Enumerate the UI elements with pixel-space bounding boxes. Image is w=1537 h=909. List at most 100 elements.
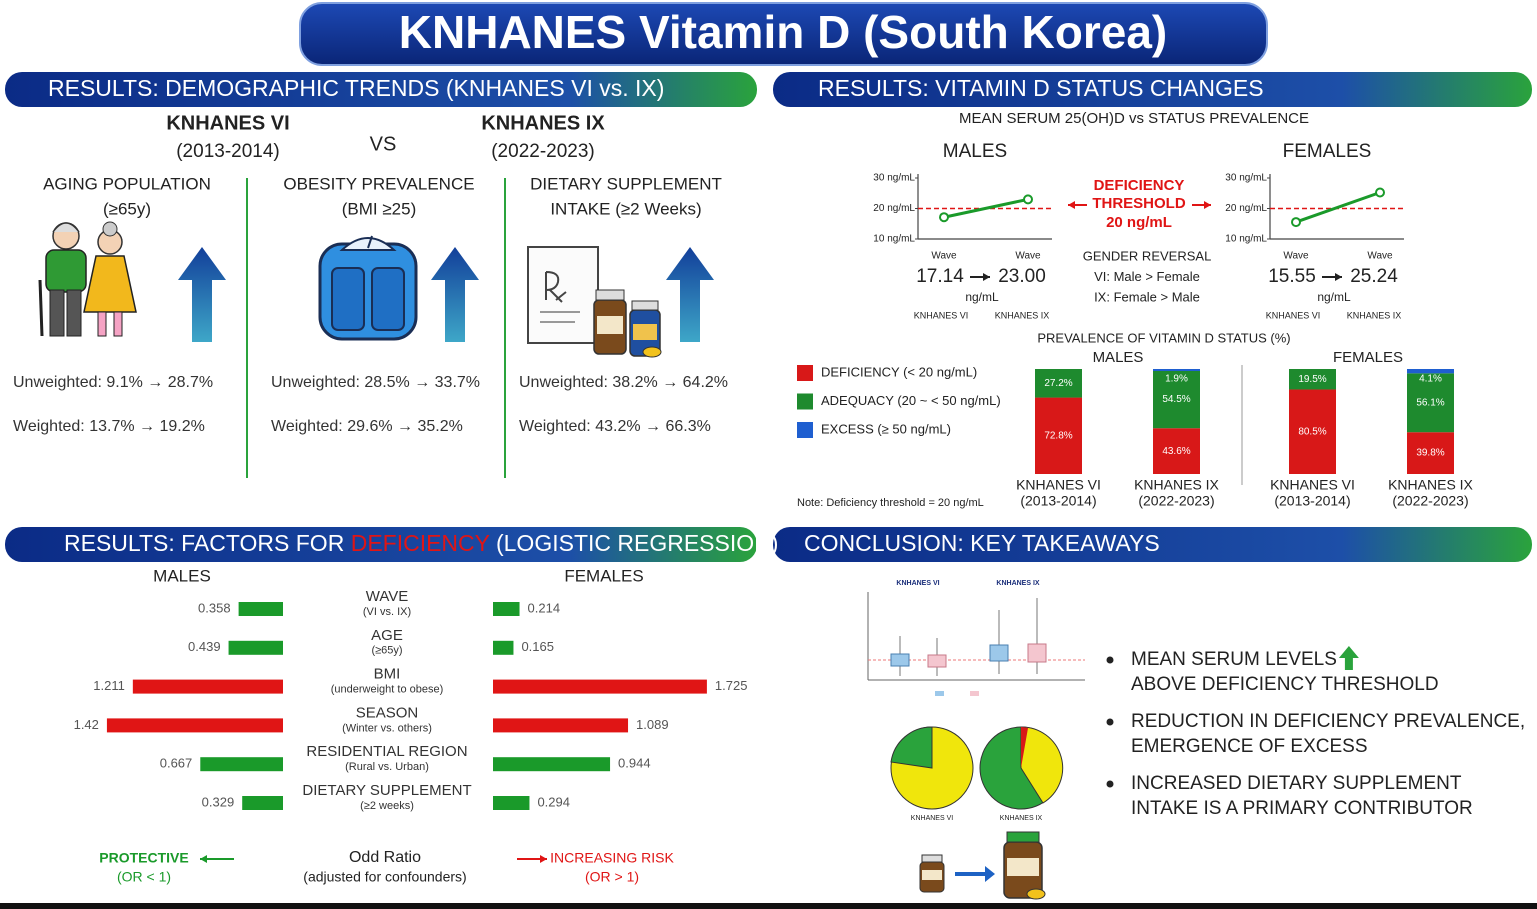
mean-value: 15.55 — [1268, 266, 1316, 287]
figure-label: KNHANES IX — [1000, 815, 1043, 822]
legend-label: EXCESS (≥ 50 ng/mL) — [821, 421, 951, 436]
bar-label: KNHANES VI — [1016, 477, 1101, 493]
section-banner — [773, 527, 1532, 562]
arrow — [200, 855, 207, 863]
supplement-icon — [1026, 888, 1046, 900]
factor-detail: (Winter vs. others) — [342, 722, 432, 734]
legend-label: ADEQUACY (20 ~ < 50 ng/mL) — [821, 393, 1001, 408]
threshold-title: THRESHOLD — [1092, 195, 1186, 212]
y-tick-label: 10 ng/mL — [873, 234, 915, 245]
odds-value: 0.358 — [198, 600, 231, 615]
elderly-icon — [38, 221, 137, 337]
stacked-segment — [1035, 369, 1082, 398]
prescription-icon — [595, 289, 625, 301]
supplement-icon — [1007, 858, 1039, 876]
stacked-segment — [1153, 370, 1200, 429]
chart-title: FEMALES — [1283, 141, 1372, 162]
mean-line — [943, 197, 1029, 219]
wave-name: KNHANES VI — [914, 310, 969, 320]
stacked-segment — [1289, 389, 1336, 474]
bullet — [1106, 780, 1114, 788]
factor-detail: (Rural vs. Urban) — [345, 761, 429, 773]
takeaway: INCREASED DIETARY SUPPLEMENT — [1131, 773, 1462, 794]
bottom-rule — [0, 903, 1537, 909]
elderly-icon — [102, 221, 118, 237]
odds-bar — [493, 718, 629, 733]
bullet — [1106, 656, 1114, 664]
takeaway: MEAN SERUM LEVELS — [1131, 649, 1337, 670]
odds-bar — [493, 602, 520, 616]
odds-bar — [242, 796, 283, 810]
segment-label: 27.2% — [1044, 378, 1072, 389]
section-banner — [773, 72, 1532, 107]
prescription-icon — [631, 300, 659, 311]
note: Note: Deficiency threshold = 20 ng/mL — [797, 497, 984, 509]
header-part: RESULTS: FACTORS FOR — [64, 530, 351, 556]
elderly-icon — [83, 255, 137, 313]
bar-label: (2013-2014) — [1020, 493, 1096, 509]
scale-icon — [318, 235, 418, 341]
legend-label: DEFICIENCY (< 20 ng/mL) — [821, 364, 977, 379]
legend-swatch — [797, 365, 813, 381]
mean-value: 17.14 — [916, 266, 964, 287]
x-label: Wave — [1015, 251, 1041, 262]
stacked-segment — [1035, 397, 1082, 474]
section-header: RESULTS: DEMOGRAPHIC TRENDS (KNHANES VI … — [48, 75, 664, 101]
unweighted-change: Unweighted: 38.2% → 64.2% — [519, 374, 728, 391]
x-label: Wave — [1283, 251, 1309, 262]
elderly-icon — [38, 279, 44, 337]
bar-label: (2022-2023) — [1392, 493, 1468, 509]
mean-point — [939, 212, 949, 223]
odds-value: 1.42 — [74, 717, 99, 732]
odds-value: 0.165 — [521, 639, 554, 654]
weighted-change: Weighted: 29.6% → 35.2% — [271, 418, 463, 435]
factor-detail: (≥65y) — [371, 645, 402, 657]
item-title: AGING POPULATION — [43, 174, 211, 193]
stacked-segment — [1153, 428, 1200, 474]
wave-name: KNHANES IX — [1347, 310, 1402, 320]
increase-arrow — [666, 247, 714, 342]
mean-point — [1023, 194, 1033, 205]
odds-value: 1.089 — [636, 717, 669, 732]
takeaway: ABOVE DEFICIENCY THRESHOLD — [1131, 674, 1439, 695]
segment-label: 1.9% — [1165, 374, 1188, 385]
odds-value: 1.725 — [715, 678, 748, 693]
section-header: RESULTS: FACTORS FOR DEFICIENCY (LOGISTI… — [64, 530, 778, 556]
pie-thumbnail — [890, 726, 1064, 810]
factor-detail: (≥2 weeks) — [360, 800, 414, 812]
legend-swatch — [797, 422, 813, 438]
supplement-icon — [955, 866, 995, 882]
item-subtitle: (BMI ≥25) — [342, 199, 417, 218]
segment-label: 4.1% — [1419, 374, 1442, 385]
elderly-icon — [49, 289, 65, 337]
arrow — [983, 273, 990, 281]
risk-label: INCREASING RISK — [550, 850, 674, 866]
supplement-icon — [919, 831, 1046, 900]
factor-name: SEASON — [356, 704, 419, 721]
odds-bar — [238, 602, 283, 616]
arrow — [540, 855, 547, 863]
segment-label: 54.5% — [1162, 394, 1190, 405]
prescription-icon — [642, 346, 662, 358]
bar-label: KNHANES IX — [1134, 477, 1219, 493]
elderly-icon — [66, 289, 82, 337]
odds-value: 0.439 — [188, 639, 221, 654]
group-title: MALES — [153, 566, 211, 585]
boxplot-thumbnail — [890, 653, 910, 667]
weighted-change: Weighted: 43.2% → 66.3% — [519, 418, 711, 435]
odds-bar — [493, 640, 514, 655]
supplement-icon — [921, 854, 943, 863]
elderly-icon — [45, 249, 87, 293]
segment-label: 39.8% — [1416, 448, 1444, 459]
unweighted-change: Unweighted: 9.1% → 28.7% — [13, 374, 213, 391]
figure-label: KNHANES VI — [896, 580, 939, 587]
factor-name: WAVE — [366, 588, 409, 605]
section-header: RESULTS: VITAMIN D STATUS CHANGES — [818, 75, 1264, 101]
mean-point — [1375, 187, 1385, 198]
takeaway: INTAKE IS A PRIMARY CONTRIBUTOR — [1131, 798, 1473, 819]
odds-bar — [493, 757, 611, 772]
threshold-label: 20 ng/mL — [1106, 214, 1172, 231]
elderly-icon — [52, 222, 80, 233]
bullet — [1106, 718, 1114, 726]
threshold-title: DEFICIENCY — [1094, 177, 1185, 194]
